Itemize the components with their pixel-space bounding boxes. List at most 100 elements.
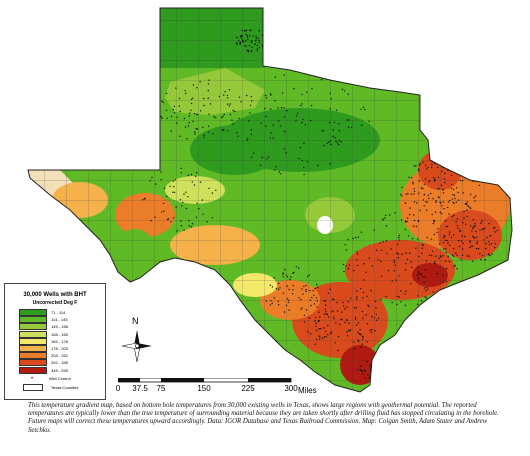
well-dot: [334, 342, 336, 344]
well-dot: [307, 331, 309, 333]
well-dot: [455, 187, 458, 189]
well-dot: [316, 286, 319, 289]
well-dot: [352, 237, 354, 240]
well-dot: [298, 267, 300, 269]
well-dot: [306, 91, 308, 93]
well-dot: [480, 222, 482, 224]
well-dot: [273, 169, 276, 171]
well-dot: [280, 106, 283, 109]
well-dot: [389, 214, 391, 216]
well-dot: [358, 340, 360, 343]
well-dot: [479, 229, 481, 231]
well-dot: [211, 217, 214, 219]
well-dot: [332, 298, 334, 301]
well-dot: [215, 189, 217, 191]
well-dot: [434, 262, 436, 265]
well-dot: [448, 261, 451, 263]
well-dot: [476, 241, 479, 243]
well-dot: [310, 304, 312, 307]
well-dot: [319, 328, 322, 330]
well-dot: [194, 131, 196, 133]
well-dot: [301, 103, 303, 105]
well-dot: [238, 96, 241, 98]
well-dot: [346, 331, 348, 333]
well-dot: [303, 142, 305, 144]
well-dot: [446, 225, 449, 228]
well-dot: [190, 98, 193, 101]
well-dot: [221, 116, 223, 119]
well-dot: [441, 212, 443, 215]
well-dot: [250, 129, 252, 131]
well-dot: [193, 184, 196, 186]
well-dot: [296, 112, 299, 115]
well-dot: [450, 162, 452, 165]
well-dot: [354, 347, 356, 350]
well-dot: [476, 236, 478, 238]
well-dot: [407, 235, 410, 237]
well-dot: [367, 304, 369, 306]
well-dot: [183, 193, 185, 195]
well-dot: [337, 72, 339, 74]
well-dot: [465, 223, 467, 225]
well-dot: [269, 108, 272, 110]
scale-bar-graphic: [118, 378, 292, 383]
well-dot: [255, 37, 257, 40]
well-dot: [253, 152, 255, 154]
well-dot: [444, 239, 447, 241]
well-dot: [292, 284, 294, 287]
well-dot: [283, 107, 285, 109]
well-dot: [283, 311, 286, 313]
well-dot: [207, 125, 210, 128]
well-dot: [277, 107, 279, 109]
well-dot: [443, 236, 445, 239]
well-dot: [459, 230, 461, 233]
well-dot: [380, 249, 383, 251]
well-dot: [396, 303, 398, 306]
well-dot: [407, 193, 409, 195]
well-dot: [286, 298, 288, 300]
well-dot: [432, 198, 434, 200]
well-dot: [357, 236, 359, 238]
well-dot: [432, 176, 435, 179]
well-dot: [359, 328, 361, 331]
well-dot: [257, 37, 259, 39]
well-dot: [480, 258, 482, 261]
well-dot: [491, 253, 493, 255]
well-dot: [434, 211, 437, 213]
well-dot: [426, 236, 428, 239]
well-dot: [445, 251, 447, 254]
well-dot: [415, 165, 417, 167]
well-dot: [344, 308, 346, 310]
well-dot: [303, 285, 305, 287]
well-dot: [249, 29, 251, 32]
well-dot: [437, 196, 440, 198]
well-dot: [354, 318, 357, 320]
well-dot: [151, 176, 153, 179]
well-dot: [223, 94, 225, 96]
well-dot: [404, 220, 407, 222]
scale-bar: 0 37.5 75 150 225 300 Miles: [116, 378, 338, 398]
well-dot: [431, 163, 433, 166]
well-dot: [394, 212, 396, 214]
well-dot: [332, 310, 334, 312]
well-dot: [466, 215, 468, 218]
well-dot: [333, 298, 335, 301]
well-dot: [362, 336, 365, 338]
well-dot: [435, 255, 437, 257]
well-dot: [318, 328, 320, 330]
well-dot: [336, 310, 339, 312]
well-dot: [190, 109, 192, 112]
legend-range-label: 203 - 252: [51, 353, 68, 359]
well-dot: [475, 195, 477, 197]
well-dot: [183, 229, 185, 231]
well-dot: [362, 373, 364, 375]
well-dot: [453, 202, 455, 205]
well-dot: [318, 320, 320, 322]
well-dot: [411, 237, 414, 240]
well-dot: [489, 255, 491, 257]
well-dot: [364, 108, 366, 111]
well-dot: [326, 313, 328, 316]
well-dot: [379, 369, 382, 372]
well-dot: [239, 41, 242, 44]
well-dot: [249, 112, 251, 114]
